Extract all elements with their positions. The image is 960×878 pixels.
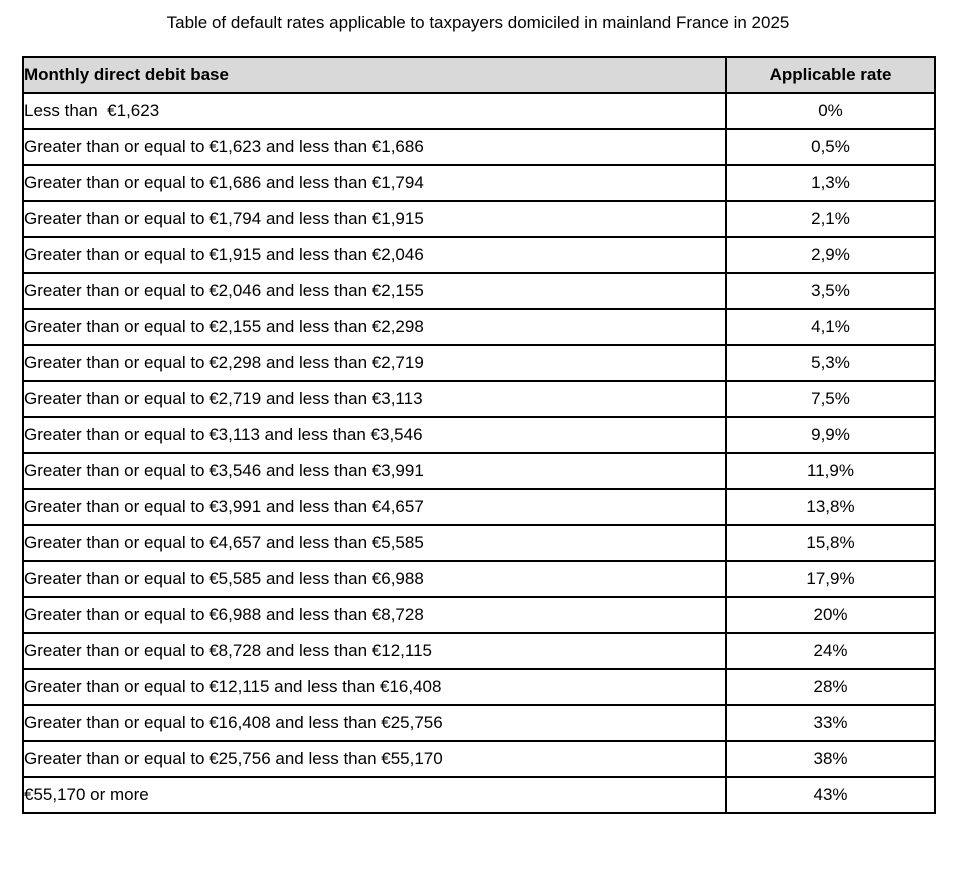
- table-row: €55,170 or more 43%: [22, 776, 936, 814]
- base-cell: Greater than or equal to €2,046 and less…: [22, 272, 727, 310]
- table-body: Less than €1,623 0% Greater than or equa…: [22, 92, 936, 814]
- base-cell: Less than €1,623: [22, 92, 727, 130]
- table-row: Greater than or equal to €6,988 and less…: [22, 596, 936, 634]
- base-cell: Greater than or equal to €1,915 and less…: [22, 236, 727, 274]
- table-row: Greater than or equal to €25,756 and les…: [22, 740, 936, 778]
- rate-cell: 28%: [725, 668, 936, 706]
- rate-cell: 15,8%: [725, 524, 936, 562]
- rate-cell: 38%: [725, 740, 936, 778]
- base-cell: €55,170 or more: [22, 776, 727, 814]
- table-row: Greater than or equal to €2,298 and less…: [22, 344, 936, 382]
- rate-cell: 1,3%: [725, 164, 936, 202]
- base-cell: Greater than or equal to €25,756 and les…: [22, 740, 727, 778]
- table-row: Greater than or equal to €2,719 and less…: [22, 380, 936, 418]
- table-row: Greater than or equal to €3,991 and less…: [22, 488, 936, 526]
- base-cell: Greater than or equal to €1,686 and less…: [22, 164, 727, 202]
- table-row: Greater than or equal to €1,794 and less…: [22, 200, 936, 238]
- base-cell: Greater than or equal to €3,546 and less…: [22, 452, 727, 490]
- table-row: Greater than or equal to €3,113 and less…: [22, 416, 936, 454]
- base-cell: Greater than or equal to €8,728 and less…: [22, 632, 727, 670]
- base-cell: Greater than or equal to €16,408 and les…: [22, 704, 727, 742]
- table-header-row: Monthly direct debit base Applicable rat…: [22, 56, 936, 94]
- table-row: Greater than or equal to €12,115 and les…: [22, 668, 936, 706]
- base-cell: Greater than or equal to €2,155 and less…: [22, 308, 727, 346]
- rate-cell: 5,3%: [725, 344, 936, 382]
- base-cell: Greater than or equal to €3,991 and less…: [22, 488, 727, 526]
- rates-table: Monthly direct debit base Applicable rat…: [22, 56, 936, 814]
- rate-cell: 3,5%: [725, 272, 936, 310]
- page-title: Table of default rates applicable to tax…: [166, 13, 790, 32]
- base-cell: Greater than or equal to €1,623 and less…: [22, 128, 727, 166]
- base-cell: Greater than or equal to €2,298 and less…: [22, 344, 727, 382]
- rate-cell: 7,5%: [725, 380, 936, 418]
- table-row: Greater than or equal to €1,686 and less…: [22, 164, 936, 202]
- table-row: Greater than or equal to €1,623 and less…: [22, 128, 936, 166]
- rate-cell: 2,1%: [725, 200, 936, 238]
- table-row: Less than €1,623 0%: [22, 92, 936, 130]
- rate-cell: 4,1%: [725, 308, 936, 346]
- rate-cell: 17,9%: [725, 560, 936, 598]
- rate-cell: 24%: [725, 632, 936, 670]
- rate-cell: 0,5%: [725, 128, 936, 166]
- table-row: Greater than or equal to €8,728 and less…: [22, 632, 936, 670]
- rate-cell: 43%: [725, 776, 936, 814]
- rate-cell: 2,9%: [725, 236, 936, 274]
- table-row: Greater than or equal to €2,046 and less…: [22, 272, 936, 310]
- table-row: Greater than or equal to €16,408 and les…: [22, 704, 936, 742]
- rate-cell: 20%: [725, 596, 936, 634]
- base-cell: Greater than or equal to €6,988 and less…: [22, 596, 727, 634]
- table-row: Greater than or equal to €5,585 and less…: [22, 560, 936, 598]
- rate-cell: 33%: [725, 704, 936, 742]
- column-header-base: Monthly direct debit base: [22, 56, 727, 94]
- table-row: Greater than or equal to €2,155 and less…: [22, 308, 936, 346]
- table-row: Greater than or equal to €3,546 and less…: [22, 452, 936, 490]
- column-header-rate: Applicable rate: [725, 56, 936, 94]
- base-cell: Greater than or equal to €1,794 and less…: [22, 200, 727, 238]
- table-row: Greater than or equal to €4,657 and less…: [22, 524, 936, 562]
- table-row: Greater than or equal to €1,915 and less…: [22, 236, 936, 274]
- rate-cell: 13,8%: [725, 488, 936, 526]
- rate-cell: 11,9%: [725, 452, 936, 490]
- base-cell: Greater than or equal to €12,115 and les…: [22, 668, 727, 706]
- rate-cell: 9,9%: [725, 416, 936, 454]
- base-cell: Greater than or equal to €3,113 and less…: [22, 416, 727, 454]
- base-cell: Greater than or equal to €5,585 and less…: [22, 560, 727, 598]
- rate-cell: 0%: [725, 92, 936, 130]
- base-cell: Greater than or equal to €2,719 and less…: [22, 380, 727, 418]
- base-cell: Greater than or equal to €4,657 and less…: [22, 524, 727, 562]
